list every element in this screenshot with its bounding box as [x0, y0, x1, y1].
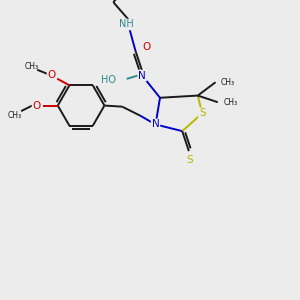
Text: CH₃: CH₃: [8, 111, 22, 120]
Text: N: N: [152, 119, 159, 129]
Text: N: N: [138, 70, 146, 81]
Text: CH₃: CH₃: [25, 62, 39, 71]
Text: O: O: [142, 42, 151, 52]
Text: HO: HO: [100, 75, 116, 85]
Text: CH₃: CH₃: [221, 78, 235, 87]
Text: O: O: [32, 100, 41, 111]
Text: S: S: [199, 108, 206, 118]
Text: NH: NH: [119, 20, 134, 29]
Text: S: S: [187, 155, 193, 165]
Text: O: O: [47, 70, 56, 80]
Text: CH₃: CH₃: [223, 98, 238, 107]
